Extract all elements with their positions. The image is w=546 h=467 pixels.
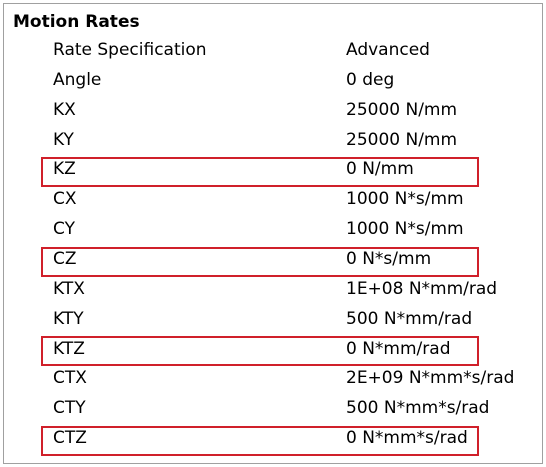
property-name: Angle [53,69,102,90]
property-name: CTZ [53,428,87,449]
highlight-box [41,157,479,187]
property-value: 2E+09 N*mm*s/rad [346,368,515,389]
property-name: KZ [53,159,76,180]
property-value: 1000 N*s/mm [346,219,464,240]
property-value: 25000 N/mm [346,129,458,150]
highlight-box [41,247,479,277]
property-value: 0 N/mm [346,159,414,180]
property-name: KY [53,129,74,150]
highlight-box [41,336,479,366]
property-value: 1E+08 N*mm/rad [346,278,498,299]
property-name: KX [53,99,76,120]
property-value: 0 deg [346,69,395,90]
property-name: Rate Specification [53,40,207,60]
section-title: Motion Rates [13,12,140,32]
property-value: 0 N*mm*s/rad [346,428,468,449]
property-value: 500 N*mm*s/rad [346,398,490,419]
property-name: KTX [53,278,85,299]
property-name: CX [53,189,77,210]
property-name: KTZ [53,338,85,359]
property-value: Advanced [346,40,430,60]
property-value: 1000 N*s/mm [346,189,464,210]
property-name: CY [53,219,75,240]
property-value: 25000 N/mm [346,99,458,120]
property-name: CTX [53,368,87,389]
property-value: 0 N*s/mm [346,248,432,269]
property-name: KTY [53,308,84,329]
property-value: 500 N*mm/rad [346,308,473,329]
property-name: CTY [53,398,86,419]
property-value: 0 N*mm/rad [346,338,451,359]
property-name: CZ [53,248,77,269]
property-panel: Motion Rates Rate Specification Advanced A… [3,3,543,464]
highlight-box [41,426,479,456]
